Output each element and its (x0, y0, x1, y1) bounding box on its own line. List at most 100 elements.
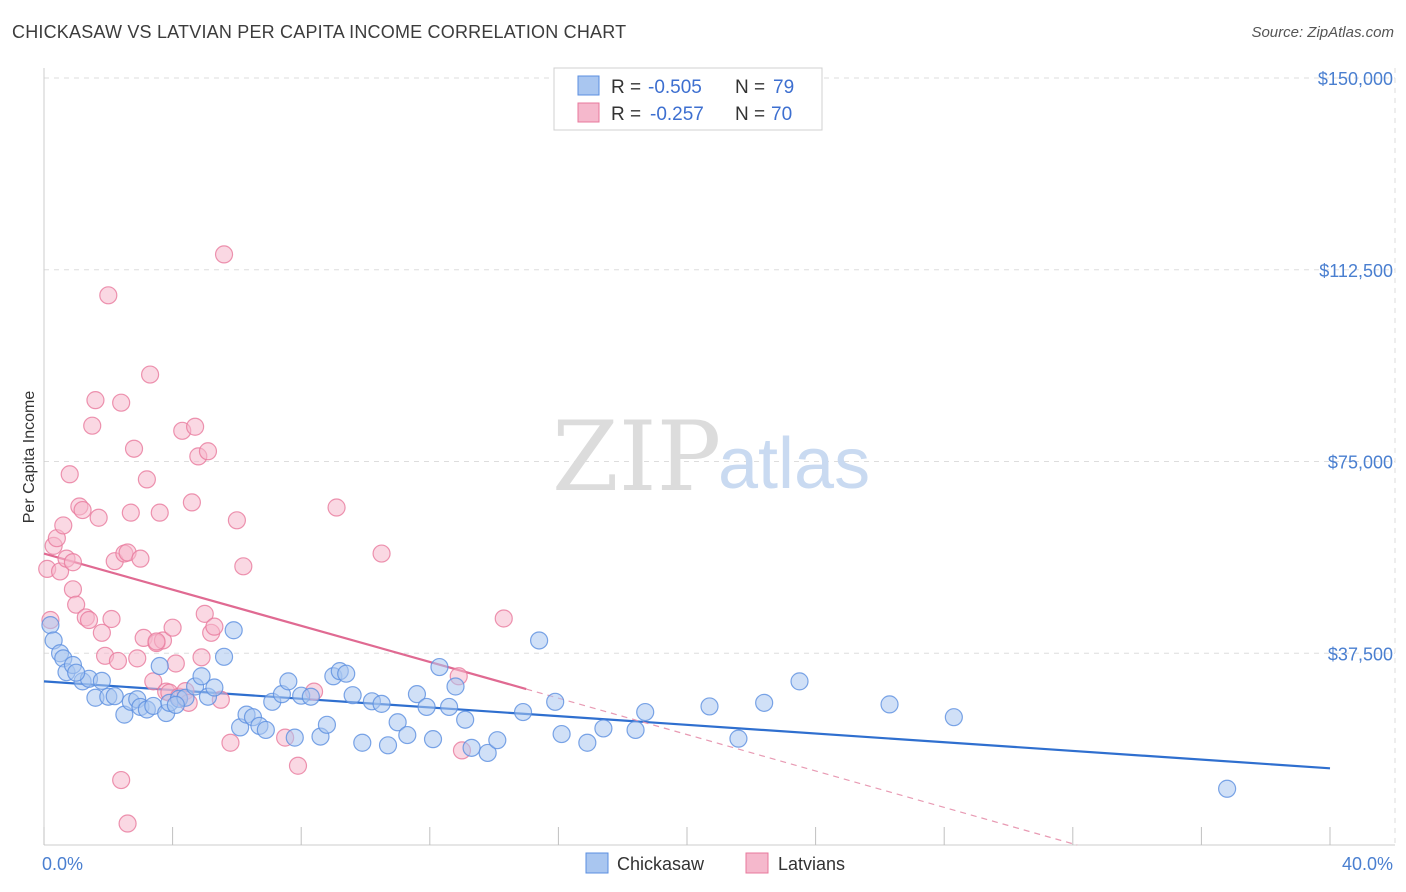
bottom-legend-chickasaw: Chickasaw (617, 854, 705, 874)
latvians-point (288, 756, 308, 775)
legend-n-value: 70 (771, 104, 792, 125)
latvians-point (60, 465, 79, 484)
x-tick-label: 40.0% (1342, 854, 1393, 874)
axes (43, 68, 1395, 846)
y-tick-labels: $37,500 $75,000 $112,500 $150,000 (1318, 69, 1393, 664)
latvians-point (150, 503, 169, 522)
chickasaw-point (41, 616, 60, 635)
y-tick-label: $75,000 (1328, 453, 1393, 473)
chickasaw-point (205, 678, 224, 697)
chickasaw-point (636, 702, 655, 722)
chart-title: CHICKASAW VS LATVIAN PER CAPITA INCOME C… (12, 22, 627, 42)
latvians-point (144, 672, 163, 691)
latvians-point (63, 553, 83, 572)
latvians-point (92, 623, 111, 642)
chickasaw-point (407, 685, 427, 704)
legend-r-label: R = (611, 77, 641, 98)
x-tick-label: 0.0% (42, 854, 83, 874)
latvians-point (124, 439, 144, 458)
legend-r-label: R = (611, 104, 641, 125)
latvians-point (108, 651, 128, 671)
latvians-point (54, 516, 73, 535)
latvians-point (227, 511, 246, 530)
latvians-point (102, 609, 121, 629)
watermark-atlas: atlas (718, 424, 870, 504)
latvians-point (140, 365, 160, 384)
latvians-point (186, 417, 205, 436)
chickasaw-point (67, 663, 86, 682)
trend-lines (43, 552, 1331, 846)
legend-r-value: -0.505 (648, 77, 702, 98)
latvians-point (214, 245, 234, 264)
chickasaw-point (755, 693, 774, 712)
latvians-point (118, 814, 137, 833)
legend-n-value: 79 (773, 77, 794, 98)
latvians-point (67, 595, 86, 614)
chickasaw-point (456, 710, 475, 729)
chickasaw-point (353, 733, 372, 752)
chickasaw-point (285, 728, 304, 747)
latvians-point (494, 609, 513, 628)
latvians-point (131, 549, 150, 568)
source-label: Source: ZipAtlas.com (1251, 24, 1394, 41)
latvians-point (221, 733, 240, 752)
chickasaw-point (462, 738, 481, 757)
legend: R = -0.505 N = 79 R = -0.257 N = 70 (553, 67, 823, 131)
data-points (38, 245, 1237, 833)
y-tick-label: $112,500 (1319, 261, 1393, 281)
chickasaw-point (279, 672, 298, 691)
bottom-legend-swatch-chickasaw (585, 852, 609, 874)
legend-n-label: N = (735, 104, 765, 125)
chickasaw-point (578, 733, 597, 752)
latvians-point (137, 470, 156, 489)
chickasaw-point (372, 694, 391, 713)
bottom-legend: Chickasaw Latvians (585, 852, 845, 874)
chickasaw-point (337, 664, 356, 683)
latvians-point (163, 618, 182, 637)
chickasaw-point (92, 671, 111, 690)
chickasaw-point (388, 713, 407, 732)
chickasaw-point (430, 657, 449, 677)
latvians-point (147, 632, 166, 651)
chickasaw-point (301, 687, 320, 706)
latvians-point (99, 286, 118, 305)
latvians-point (182, 493, 201, 512)
chickasaw-point (224, 621, 243, 640)
latvians-point (128, 649, 147, 668)
latvians-point (166, 654, 185, 673)
y-axis-title: Per Capita Income (21, 391, 38, 524)
latvians-point (112, 770, 131, 790)
chickasaw-point (446, 677, 465, 696)
latvians-point (73, 500, 92, 520)
chickasaw-point (626, 720, 645, 740)
chickasaw-point (343, 686, 362, 705)
chickasaw-point (530, 631, 549, 650)
latvians-point (79, 610, 99, 630)
latvians-point (205, 617, 224, 636)
latvians-point (121, 503, 140, 522)
chickasaw-point (439, 697, 459, 717)
chickasaw-point (700, 697, 719, 716)
chickasaw-point (150, 656, 169, 676)
chickasaw-point (378, 736, 398, 755)
chickasaw-point (423, 730, 443, 749)
chickasaw-point (790, 672, 809, 691)
y-tick-label: $150,000 (1318, 69, 1393, 89)
latvians-point (112, 393, 131, 412)
chickasaw-point (256, 720, 275, 740)
legend-r-value: -0.257 (650, 104, 704, 125)
chickasaw-point (729, 729, 748, 748)
chickasaw-point (594, 719, 613, 738)
chickasaw-point (546, 692, 565, 711)
chickasaw-point (513, 702, 533, 722)
watermark-zip: ZIP (552, 401, 721, 513)
latvians-point (89, 508, 108, 527)
chickasaw-point (417, 697, 436, 717)
chickasaw-point (214, 647, 234, 666)
latvians-point (83, 416, 102, 435)
latvians-point (372, 544, 391, 563)
latvians-point (63, 580, 83, 599)
latvians-point (327, 498, 346, 517)
latvians-point (234, 557, 253, 576)
